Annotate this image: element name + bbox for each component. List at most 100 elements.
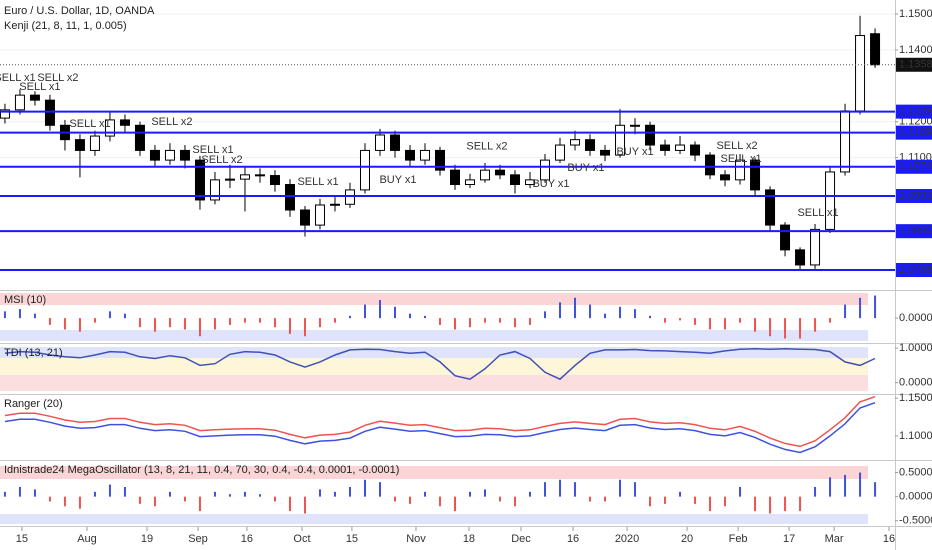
x-tick-label: 2020 bbox=[615, 533, 639, 545]
candle-body bbox=[690, 144, 701, 156]
histogram-bar bbox=[634, 482, 637, 497]
histogram-bar bbox=[408, 313, 411, 319]
candle-body bbox=[284, 184, 295, 211]
signal-label: SELL x2 bbox=[466, 141, 507, 153]
tdi-lower-band bbox=[0, 375, 868, 391]
histogram-bar bbox=[574, 482, 577, 497]
candle-body bbox=[645, 124, 656, 146]
histogram-bar bbox=[874, 482, 877, 497]
histogram-bar bbox=[138, 496, 141, 504]
candle-body bbox=[299, 209, 310, 226]
panel-title: TDI (13, 21) bbox=[4, 347, 63, 359]
candle-body bbox=[194, 159, 205, 201]
candle-body bbox=[269, 175, 280, 186]
candle-body bbox=[765, 189, 776, 226]
candle-body bbox=[0, 109, 10, 119]
signal-label: SELL x2 bbox=[201, 154, 242, 166]
candle-body bbox=[344, 189, 355, 205]
panel-title: Idnistrade24 MegaOscillator (13, 8, 21, … bbox=[4, 464, 399, 476]
histogram-bar bbox=[123, 313, 126, 319]
level-label: 1.07869 bbox=[899, 264, 932, 276]
histogram-bar bbox=[198, 318, 201, 337]
candle-body bbox=[89, 135, 100, 151]
candle-body bbox=[735, 159, 746, 181]
candle-body bbox=[389, 134, 400, 151]
y-tick-label: 1.14000 bbox=[899, 44, 932, 56]
histogram-bar bbox=[514, 496, 517, 507]
candle-body bbox=[254, 174, 265, 177]
x-tick-label: Mar bbox=[825, 533, 844, 545]
x-tick-label: 19 bbox=[141, 533, 153, 545]
level-label: 1.11695 bbox=[899, 127, 932, 139]
histogram-bar bbox=[784, 318, 787, 339]
histogram-bar bbox=[228, 494, 231, 497]
histogram-bar bbox=[123, 486, 126, 497]
candle-body bbox=[104, 119, 115, 137]
histogram-bar bbox=[724, 496, 727, 507]
candle-body bbox=[419, 149, 430, 161]
candle-body bbox=[630, 124, 641, 127]
histogram-bar bbox=[183, 318, 186, 330]
histogram-bar bbox=[739, 318, 742, 323]
y-tick-label: 1.15000 bbox=[899, 8, 932, 20]
x-tick-label: 15 bbox=[16, 533, 28, 545]
tdi-middle-band bbox=[0, 358, 868, 375]
candle-body bbox=[465, 179, 476, 186]
level-label-box bbox=[896, 125, 932, 140]
histogram-bar bbox=[333, 491, 336, 497]
histogram-bar bbox=[408, 496, 411, 504]
histogram-bar bbox=[559, 479, 562, 497]
signal-label: SELL x2 bbox=[37, 72, 78, 84]
histogram-bar bbox=[469, 491, 472, 497]
histogram-bar bbox=[108, 311, 111, 319]
level-label-box bbox=[896, 263, 932, 278]
signal-label: BUY x1 bbox=[616, 146, 653, 158]
histogram-bar bbox=[333, 318, 336, 323]
histogram-bar bbox=[844, 304, 847, 319]
histogram-bar bbox=[303, 318, 306, 337]
histogram-bar bbox=[664, 496, 667, 504]
candle-body bbox=[149, 149, 160, 161]
x-tick-label: 20 bbox=[681, 533, 693, 545]
candle-body bbox=[224, 178, 235, 181]
histogram-bar bbox=[228, 318, 231, 325]
histogram-bar bbox=[48, 318, 51, 325]
x-tick-label: Aug bbox=[77, 533, 97, 545]
plot-layer: 15 Aug 19 Sep 16 Oct 15 Nov 18 Dec 16 2020 20 Feb 17 Ma… bbox=[0, 5, 932, 545]
x-tick-label: 15 bbox=[346, 533, 358, 545]
histogram-bar bbox=[108, 484, 111, 497]
candle-body bbox=[329, 203, 340, 206]
level-label-box bbox=[896, 224, 932, 239]
histogram-bar bbox=[3, 311, 6, 319]
chart-subtitle: Kenji (21, 8, 11, 1, 0.005) bbox=[4, 20, 127, 32]
candle-body bbox=[825, 171, 836, 230]
signal-label: BUY x1 bbox=[567, 162, 604, 174]
histogram-bar bbox=[679, 491, 682, 497]
x-tick-label: 16 bbox=[567, 533, 579, 545]
candle-body bbox=[615, 124, 626, 156]
histogram-bar bbox=[829, 318, 832, 323]
histogram-bar bbox=[859, 472, 862, 497]
msi-upper-band bbox=[0, 293, 868, 305]
histogram-bar bbox=[288, 318, 291, 334]
y-tick-label: 1.10000 bbox=[899, 430, 932, 442]
candle-body bbox=[840, 110, 851, 173]
candle-body bbox=[525, 179, 536, 186]
candle-body bbox=[359, 149, 370, 191]
histogram-bar bbox=[168, 318, 171, 328]
histogram-bar bbox=[63, 318, 66, 330]
x-tick-label: 18 bbox=[463, 533, 475, 545]
panel-title: Ranger (20) bbox=[4, 398, 63, 410]
candle-body bbox=[434, 149, 445, 171]
tdi-upper-band bbox=[0, 347, 868, 358]
candle-body bbox=[179, 149, 190, 161]
histogram-bar bbox=[724, 318, 727, 330]
histogram-bar bbox=[18, 486, 21, 497]
signal-label: BUY x1 bbox=[532, 178, 569, 190]
histogram-bar bbox=[604, 496, 607, 502]
histogram-bar bbox=[619, 306, 622, 319]
chart-title: Euro / U.S. Dollar, 1D, OANDA bbox=[4, 5, 155, 17]
